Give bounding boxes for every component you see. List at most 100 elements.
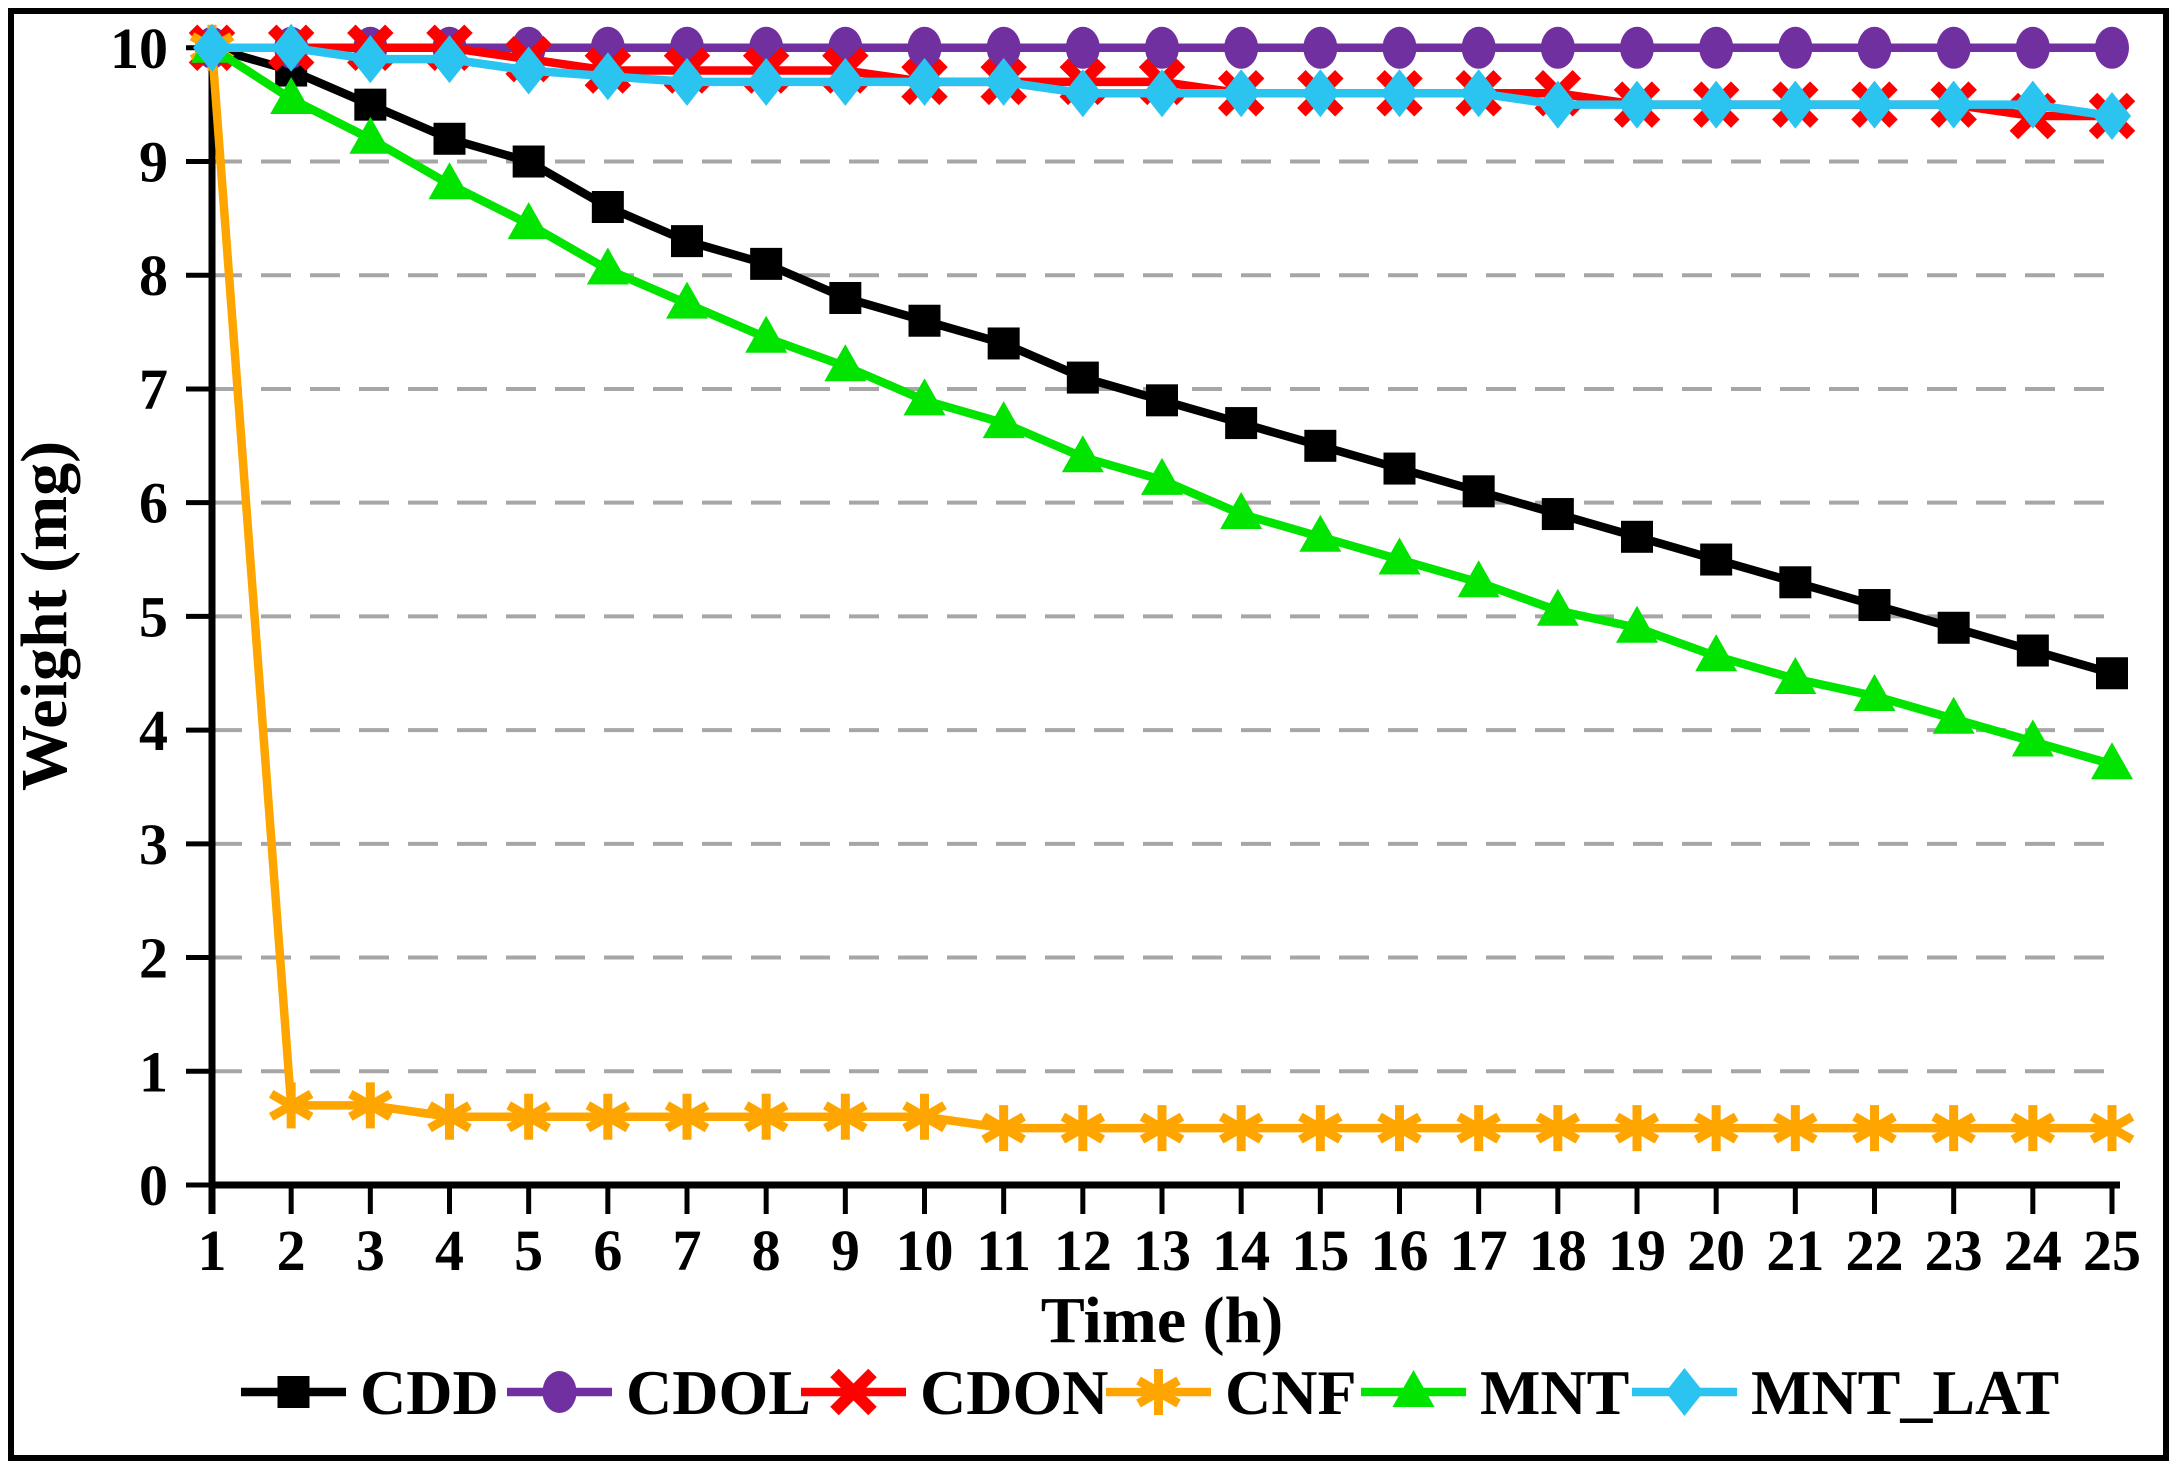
marker-triangle xyxy=(982,401,1025,439)
x-tick-label: 2 xyxy=(277,1218,306,1283)
marker-triangle xyxy=(1616,605,1659,643)
marker-triangle xyxy=(1932,696,1975,734)
marker-diamond xyxy=(588,52,627,101)
x-tick-label: 11 xyxy=(976,1218,1031,1283)
y-tick-label: 9 xyxy=(139,130,168,195)
marker-asterisk xyxy=(823,1093,868,1140)
marker-square xyxy=(277,1376,310,1408)
marker-asterisk xyxy=(664,1093,710,1140)
y-tick-label: 7 xyxy=(139,357,168,422)
marker-square xyxy=(512,145,545,178)
marker-asterisk xyxy=(981,1105,1026,1152)
marker-asterisk xyxy=(1377,1105,1422,1152)
x-axis-title: Time (h) xyxy=(1041,1284,1284,1357)
legend-item-CDOL: CDOL xyxy=(507,1357,811,1428)
marker-asterisk xyxy=(1535,1105,1581,1152)
marker-diamond xyxy=(1538,80,1577,129)
legend-label: MNT_LAT xyxy=(1751,1357,2059,1428)
marker-diamond xyxy=(193,23,231,72)
marker-square xyxy=(1937,611,1970,644)
marker-triangle xyxy=(824,344,867,382)
y-tick-label: 4 xyxy=(139,698,168,763)
marker-asterisk xyxy=(1136,1369,1181,1415)
marker-asterisk xyxy=(743,1093,789,1140)
marker-circle xyxy=(1224,26,1259,69)
marker-asterisk xyxy=(427,1093,472,1140)
x-tick-label: 21 xyxy=(1766,1218,1824,1283)
marker-square xyxy=(591,191,624,224)
y-tick-label: 1 xyxy=(139,1039,168,1104)
marker-diamond xyxy=(1301,69,1340,118)
x-tick-label: 15 xyxy=(1291,1218,1349,1283)
marker-asterisk xyxy=(1456,1105,1501,1152)
legend-label: MNT xyxy=(1480,1357,1629,1428)
x-tick-label: 18 xyxy=(1529,1218,1587,1283)
x-tick-label: 9 xyxy=(831,1218,860,1283)
marker-square xyxy=(750,247,783,280)
marker-square xyxy=(1066,361,1099,394)
marker-triangle xyxy=(1061,435,1104,473)
marker-diamond xyxy=(1665,1368,1704,1416)
marker-diamond xyxy=(509,46,548,95)
legend-item-CDD: CDD xyxy=(241,1357,499,1428)
marker-square xyxy=(1779,566,1812,599)
x-tick-label: 8 xyxy=(752,1218,781,1283)
legend-label: CDON xyxy=(920,1357,1108,1428)
marker-triangle xyxy=(1536,588,1579,626)
x-tick-label: 14 xyxy=(1212,1218,1270,1283)
marker-triangle xyxy=(903,378,946,416)
marker-diamond xyxy=(2013,80,2052,129)
x-tick-label: 1 xyxy=(198,1218,227,1283)
marker-asterisk xyxy=(1614,1105,1660,1152)
marker-diamond xyxy=(1143,69,1182,118)
legend-label: CNF xyxy=(1225,1357,1357,1428)
marker-asterisk xyxy=(1060,1105,1106,1152)
marker-triangle xyxy=(1299,514,1342,552)
figure-border xyxy=(8,8,2169,1461)
legend-item-CNF: CNF xyxy=(1106,1357,1357,1428)
x-tick-label: 10 xyxy=(896,1218,954,1283)
marker-circle xyxy=(1936,26,1971,69)
x-tick-label: 19 xyxy=(1608,1218,1666,1283)
marker-asterisk xyxy=(1852,1105,1897,1152)
marker-diamond xyxy=(1459,69,1498,118)
legend-label: CDD xyxy=(360,1357,499,1428)
marker-diamond xyxy=(1618,80,1657,129)
marker-square xyxy=(987,327,1020,360)
legend-item-MNT: MNT xyxy=(1361,1357,1629,1428)
marker-diamond xyxy=(1697,80,1736,129)
marker-triangle xyxy=(1695,634,1738,672)
legend-label: CDOL xyxy=(626,1357,811,1428)
marker-triangle xyxy=(1141,457,1184,495)
marker-circle xyxy=(2095,26,2130,69)
x-tick-label: 4 xyxy=(435,1218,464,1283)
x-tick-label: 25 xyxy=(2083,1218,2141,1283)
marker-asterisk xyxy=(348,1082,393,1129)
marker-square xyxy=(2016,634,2049,667)
marker-triangle xyxy=(1774,656,1817,694)
marker-asterisk xyxy=(902,1093,947,1140)
marker-diamond xyxy=(430,35,469,84)
x-tick-label: 13 xyxy=(1133,1218,1191,1283)
y-tick-label: 0 xyxy=(139,1153,168,1218)
y-tick-label: 8 xyxy=(139,243,168,308)
marker-square xyxy=(829,281,862,314)
marker-circle xyxy=(1303,26,1338,69)
marker-diamond xyxy=(1934,80,1973,129)
y-tick-label: 10 xyxy=(110,16,168,81)
marker-square xyxy=(1700,543,1733,576)
y-tick-label: 2 xyxy=(139,926,168,991)
marker-asterisk xyxy=(1931,1105,1976,1152)
x-tick-label: 5 xyxy=(514,1218,543,1283)
marker-circle xyxy=(1461,26,1496,69)
x-tick-label: 16 xyxy=(1371,1218,1429,1283)
marker-square xyxy=(671,225,704,258)
marker-asterisk xyxy=(506,1093,551,1140)
marker-circle xyxy=(1065,26,1100,69)
marker-square xyxy=(2096,657,2129,690)
marker-diamond xyxy=(272,23,311,72)
marker-triangle xyxy=(666,281,709,319)
